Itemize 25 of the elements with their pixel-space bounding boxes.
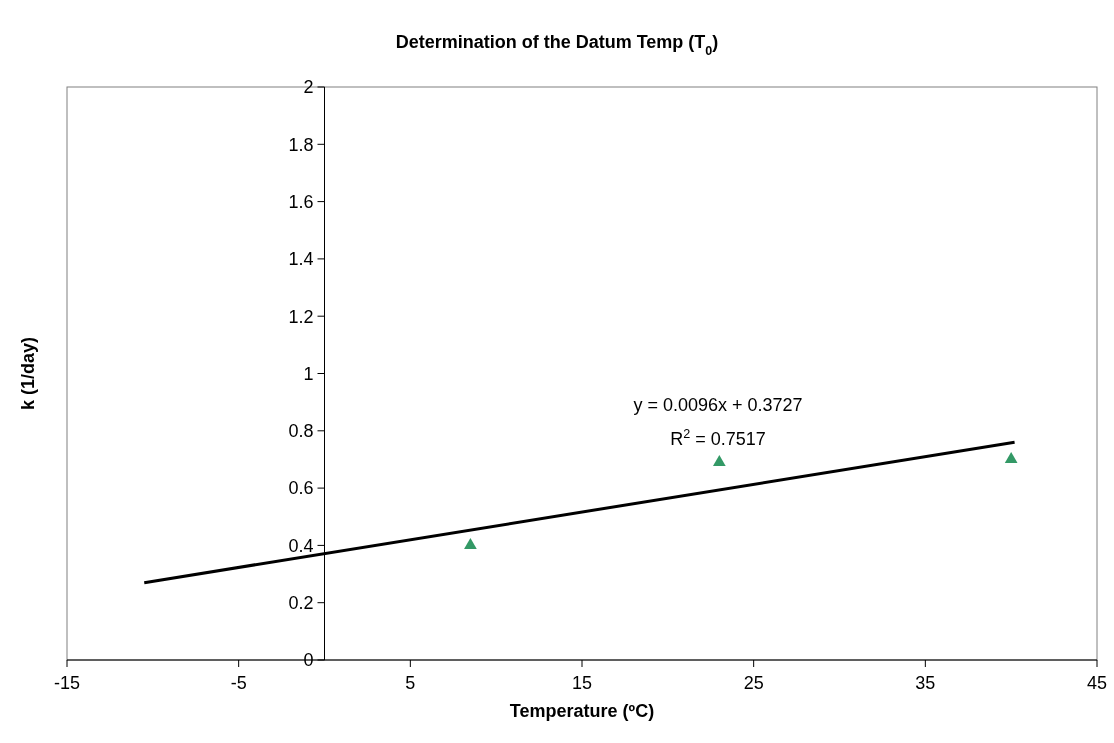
point (1004, 452, 1018, 464)
y-tick-label: 1.4 (288, 249, 314, 270)
y-tick-label: 1 (303, 363, 314, 384)
annotation: y = 0.0096x + 0.3727 (633, 395, 803, 415)
x-tick-label: 15 (571, 673, 593, 693)
y-tick-label: 0.4 (288, 535, 314, 556)
x-tick-label: 35 (915, 673, 936, 693)
annotation: R$^{2}$ = 0.7517 (670, 427, 766, 449)
x-axis-title: Temperature (ºC) (509, 701, 655, 721)
x-tick-label: 5 (405, 673, 416, 693)
y-tick-label: 2 (303, 77, 314, 98)
y-tick-label: 0.8 (288, 421, 314, 442)
y-axis-title: k (1/day) (18, 336, 38, 411)
point (712, 454, 726, 466)
y-tick-label: 1.2 (288, 306, 314, 327)
point (464, 538, 477, 550)
x-tick-label: -5 (230, 673, 247, 693)
chart-title: Determination of the Datum Temp (T$_{0}$) (395, 32, 719, 58)
y-tick-label: 1.6 (288, 191, 314, 212)
y-tick-label: 0.2 (288, 593, 314, 613)
x-tick-label: 45 (1086, 673, 1108, 693)
y-tick-label: 0.6 (288, 478, 314, 499)
x-tick-label: 25 (743, 673, 764, 693)
y-tick-label: 1.8 (288, 134, 314, 155)
x-tick-label: -15 (53, 673, 81, 693)
